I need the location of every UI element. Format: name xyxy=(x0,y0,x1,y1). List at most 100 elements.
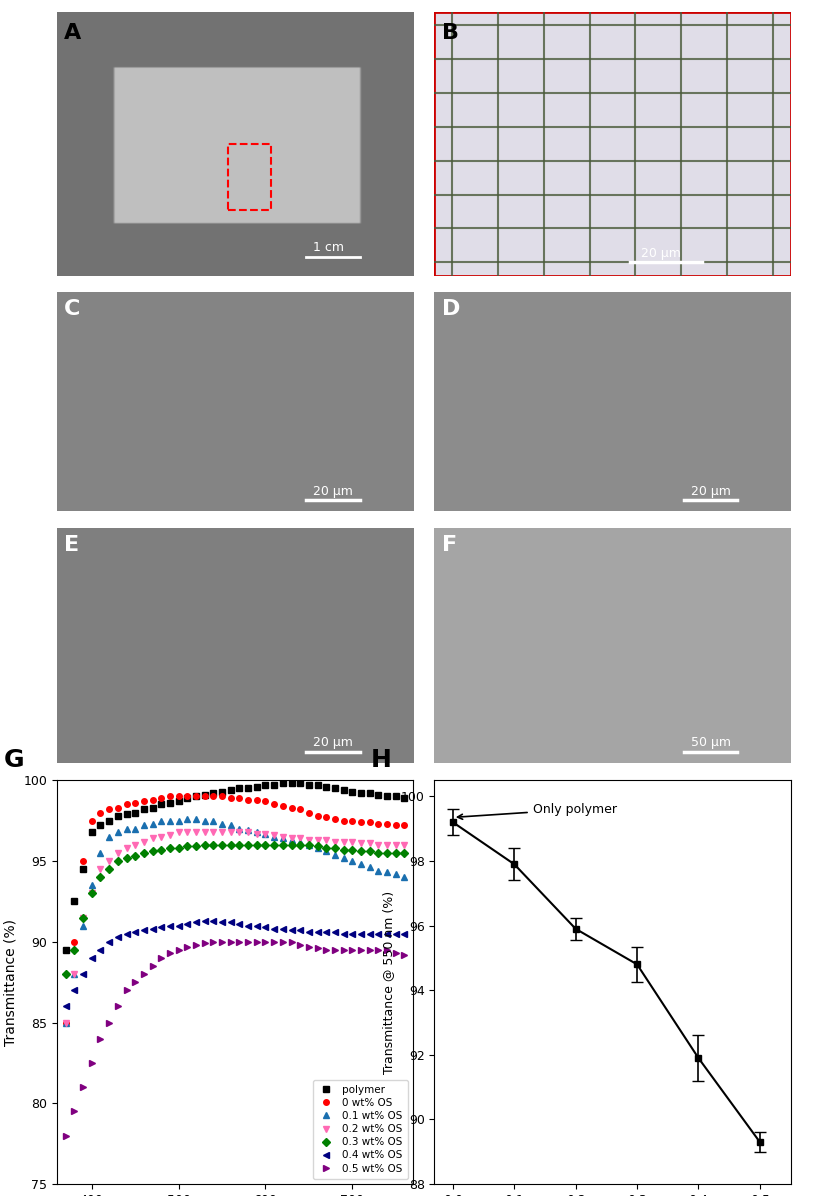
Line: 0.2 wt% OS: 0.2 wt% OS xyxy=(63,829,408,1025)
0 wt% OS xyxy=(391,818,401,832)
polymer xyxy=(391,789,401,804)
0.4 wt% OS xyxy=(347,927,357,941)
0.4 wt% OS xyxy=(165,919,175,933)
Text: A: A xyxy=(64,23,82,43)
0.3 wt% OS xyxy=(391,846,401,860)
0.2 wt% OS xyxy=(243,825,253,840)
0.5 wt% OS xyxy=(87,1056,97,1070)
0.1 wt% OS xyxy=(156,813,166,828)
0.5 wt% OS xyxy=(139,966,149,981)
polymer xyxy=(321,780,331,794)
0.1 wt% OS xyxy=(243,823,253,837)
0.3 wt% OS xyxy=(356,844,366,859)
0.5 wt% OS xyxy=(95,1031,105,1045)
0.1 wt% OS xyxy=(209,813,218,828)
0.3 wt% OS xyxy=(269,837,279,852)
Text: 20 μm: 20 μm xyxy=(314,484,353,498)
0.4 wt% OS xyxy=(191,915,200,929)
0.2 wt% OS xyxy=(235,825,244,840)
0.3 wt% OS xyxy=(61,966,71,981)
polymer xyxy=(382,789,392,804)
Line: 0.3 wt% OS: 0.3 wt% OS xyxy=(63,842,408,977)
0.1 wt% OS xyxy=(373,864,383,878)
0.5 wt% OS xyxy=(200,936,209,951)
0.4 wt% OS xyxy=(261,920,271,934)
0.2 wt% OS xyxy=(295,831,305,846)
polymer xyxy=(304,777,314,792)
Text: G: G xyxy=(3,749,24,773)
0.2 wt% OS xyxy=(399,837,409,852)
Text: 50 μm: 50 μm xyxy=(691,737,731,750)
0 wt% OS xyxy=(399,818,409,832)
0.1 wt% OS xyxy=(148,817,157,831)
0.5 wt% OS xyxy=(61,1128,71,1142)
0 wt% OS xyxy=(287,800,297,814)
0.2 wt% OS xyxy=(104,854,114,868)
0.3 wt% OS xyxy=(156,842,166,856)
Line: 0.4 wt% OS: 0.4 wt% OS xyxy=(63,919,408,1009)
0.4 wt% OS xyxy=(399,927,409,941)
Text: C: C xyxy=(64,299,81,319)
0 wt% OS xyxy=(209,789,218,804)
polymer xyxy=(139,803,149,817)
0.2 wt% OS xyxy=(156,830,166,844)
0.5 wt% OS xyxy=(391,946,401,960)
0.3 wt% OS xyxy=(113,854,123,868)
0.3 wt% OS xyxy=(321,841,331,855)
Text: 20 μm: 20 μm xyxy=(641,246,681,260)
0.2 wt% OS xyxy=(95,862,105,877)
0.1 wt% OS xyxy=(174,813,183,828)
0.5 wt% OS xyxy=(269,934,279,948)
0.3 wt% OS xyxy=(217,837,227,852)
polymer xyxy=(287,776,297,791)
Y-axis label: Transmittance @ 550 nm (%): Transmittance @ 550 nm (%) xyxy=(382,891,395,1074)
Text: E: E xyxy=(64,535,79,555)
0.5 wt% OS xyxy=(261,934,271,948)
0.3 wt% OS xyxy=(148,844,157,859)
0.2 wt% OS xyxy=(121,841,131,855)
0.4 wt% OS xyxy=(200,914,209,928)
0.5 wt% OS xyxy=(104,1015,114,1030)
0.3 wt% OS xyxy=(200,837,209,852)
0.2 wt% OS xyxy=(61,1015,71,1030)
Legend: polymer, 0 wt% OS, 0.1 wt% OS, 0.2 wt% OS, 0.3 wt% OS, 0.4 wt% OS, 0.5 wt% OS: polymer, 0 wt% OS, 0.1 wt% OS, 0.2 wt% O… xyxy=(313,1080,408,1179)
0.5 wt% OS xyxy=(69,1104,79,1118)
0.5 wt% OS xyxy=(121,983,131,997)
polymer xyxy=(130,805,140,819)
polymer xyxy=(121,807,131,822)
0.4 wt% OS xyxy=(287,923,297,938)
0.4 wt% OS xyxy=(330,925,340,939)
0.1 wt% OS xyxy=(130,822,140,836)
0 wt% OS xyxy=(339,813,349,828)
polymer xyxy=(217,785,227,799)
0.1 wt% OS xyxy=(165,813,175,828)
0.2 wt% OS xyxy=(69,966,79,981)
0.1 wt% OS xyxy=(278,831,288,846)
0.2 wt% OS xyxy=(183,825,192,840)
0.5 wt% OS xyxy=(235,934,244,948)
0.5 wt% OS xyxy=(339,942,349,957)
0.1 wt% OS xyxy=(330,848,340,862)
0.1 wt% OS xyxy=(339,850,349,865)
0.3 wt% OS xyxy=(330,841,340,855)
0 wt% OS xyxy=(217,789,227,804)
0.2 wt% OS xyxy=(278,830,288,844)
0.5 wt% OS xyxy=(252,934,262,948)
0.5 wt% OS xyxy=(156,951,166,965)
0 wt% OS xyxy=(165,789,175,804)
0.5 wt% OS xyxy=(287,934,297,948)
0.4 wt% OS xyxy=(174,919,183,933)
0 wt% OS xyxy=(121,798,131,812)
0.5 wt% OS xyxy=(382,942,392,957)
0 wt% OS xyxy=(183,789,192,804)
0 wt% OS xyxy=(78,854,88,868)
0 wt% OS xyxy=(235,791,244,805)
0.4 wt% OS xyxy=(278,922,288,936)
0.2 wt% OS xyxy=(382,837,392,852)
0.3 wt% OS xyxy=(399,846,409,860)
0 wt% OS xyxy=(313,808,323,823)
0.4 wt% OS xyxy=(217,915,227,929)
0.2 wt% OS xyxy=(269,828,279,842)
0.2 wt% OS xyxy=(347,835,357,849)
0 wt% OS xyxy=(365,816,375,830)
